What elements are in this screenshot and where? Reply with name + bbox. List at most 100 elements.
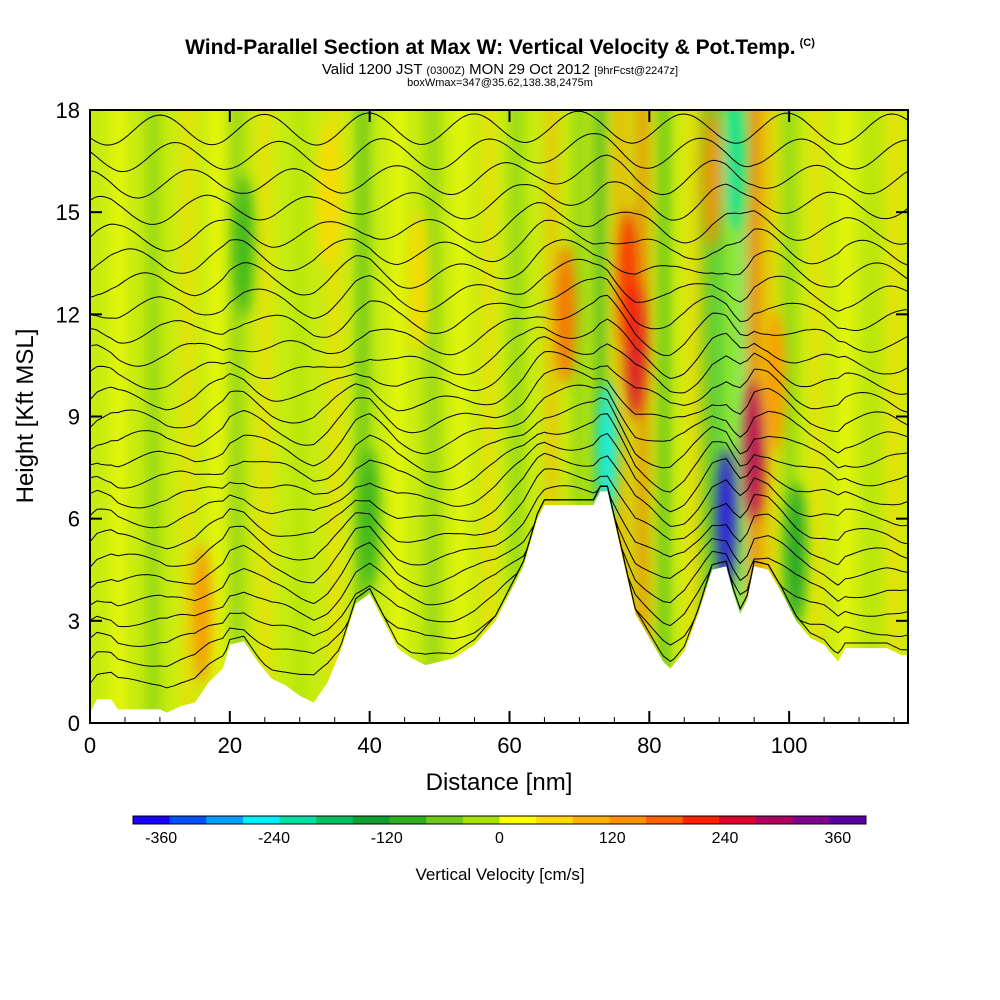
x-tick-label: 20: [218, 733, 242, 758]
copyright-mark: (C): [799, 37, 815, 49]
colorbar-swatch: [133, 816, 171, 824]
isentrope-line: [90, 219, 908, 274]
isentrope-line: [90, 384, 908, 468]
valid-date: MON 29 Oct 2012: [469, 61, 590, 78]
box-info: boxWmax=347@35.62,138.38,2475m: [407, 77, 593, 89]
colorbar-swatch: [426, 816, 464, 824]
valid-time-line: Valid 1200 JST (0300Z) MON 29 Oct 2012 […: [0, 61, 1000, 78]
colorbar-swatch: [206, 816, 244, 824]
isentrope-line: [90, 258, 908, 320]
isentrope-line: [90, 432, 908, 529]
downdraft-core: [723, 110, 744, 232]
y-tick-label: 9: [68, 405, 80, 430]
isentrope-line: [90, 202, 908, 252]
colorbar-swatch: [792, 816, 830, 824]
colorbar-swatch: [389, 816, 427, 824]
valid-prefix: Valid 1200 JST: [321, 61, 423, 78]
field-streak: [180, 110, 195, 723]
isentrope-line: [90, 485, 908, 607]
field-streak: [733, 110, 748, 723]
forecast-info: [9hrFcst@2247z]: [594, 65, 679, 77]
colorbar-swatch: [829, 816, 867, 824]
colorbar-swatch: [352, 816, 391, 824]
field-streak: [509, 110, 524, 723]
y-tick-label: 0: [68, 711, 80, 736]
x-tick-label: 40: [357, 733, 381, 758]
colorbar-swatch: [279, 816, 317, 824]
updraft-core: [191, 544, 212, 685]
isentrope-line: [90, 485, 908, 647]
colorbar-tick-label: -360: [145, 830, 177, 847]
updraft-core: [408, 210, 429, 351]
isentrope-line: [90, 276, 908, 344]
colorbar-swatch: [609, 816, 647, 824]
x-tick-label: 80: [637, 733, 661, 758]
y-tick-label: 15: [56, 200, 80, 225]
axes: 0 20 40 60 80 100 0 3 6 9 12 15 18: [56, 98, 908, 758]
field-streak: [425, 110, 440, 723]
colorbar-swatch: [572, 816, 610, 824]
updraft-core: [765, 312, 786, 453]
colorbar-tick-label: 360: [824, 830, 851, 847]
isentrope-line: [90, 350, 908, 429]
x-axis-title: Distance [nm]: [426, 769, 573, 796]
isentrope-line: [90, 154, 908, 199]
y-tick-label: 18: [56, 98, 80, 123]
y-axis-title: Height [Kft MSL]: [12, 329, 39, 504]
field-streak: [327, 110, 342, 723]
field-streak: [698, 110, 713, 723]
colorbar-swatch: [499, 816, 537, 824]
isentrope-line: [90, 133, 908, 173]
field-streak: [810, 110, 825, 723]
field-streak: [145, 110, 160, 723]
colorbar-tick-label: -120: [371, 830, 403, 847]
colorbar-title: Vertical Velocity [cm/s]: [415, 865, 584, 884]
downdraft-core: [597, 380, 618, 521]
colorbar-tick-label: 120: [599, 830, 626, 847]
field-streak: [838, 110, 853, 723]
colorbar-swatch: [646, 816, 684, 824]
downdraft-core: [786, 482, 807, 623]
chart-title-text: Wind-Parallel Section at Max W: Vertical…: [185, 36, 796, 59]
colorbar-tick-label: 240: [712, 830, 739, 847]
colorbar-swatch: [719, 816, 757, 824]
isentrope-line: [90, 239, 908, 298]
updraft-core: [555, 244, 576, 385]
isentrope-line: [90, 110, 908, 146]
field-streak: [257, 110, 272, 723]
downdraft-core: [359, 448, 380, 589]
isentrope-line: [90, 294, 908, 367]
field-streak: [292, 110, 307, 723]
updraft-core: [702, 110, 723, 249]
isentrope-line: [90, 413, 908, 509]
downdraft-core: [716, 448, 737, 589]
field-streak: [208, 110, 223, 723]
colorbar-swatch: [242, 816, 281, 824]
isentrope-lines: [90, 110, 908, 689]
plot-area: [89, 109, 909, 724]
terrain-mask: [90, 491, 908, 723]
colorbar-tick-label: -240: [258, 830, 290, 847]
y-tick-label: 6: [68, 507, 80, 532]
colorbar-swatch: [316, 816, 354, 824]
valid-zulu: (0300Z): [426, 65, 465, 77]
colorbar: -360 -240 -120 0 120 240 360: [132, 815, 867, 847]
x-tick-label: 100: [771, 733, 808, 758]
colorbar-swatch: [169, 816, 207, 824]
isentrope-line: [90, 318, 908, 390]
isentrope-line: [90, 367, 908, 450]
x-tick-label: 60: [497, 733, 521, 758]
isentrope-line: [90, 485, 908, 628]
field-streak: [684, 110, 699, 723]
colorbar-swatch: [462, 816, 500, 824]
isentrope-line: [90, 181, 908, 225]
chart-title: Wind-Parallel Section at Max W: Vertical…: [0, 36, 1000, 60]
x-tick-label: 0: [84, 733, 96, 758]
isentrope-line: [90, 336, 908, 411]
updraft-core: [317, 125, 338, 266]
colorbar-tick-label: 0: [495, 830, 504, 847]
colorbar-swatch: [682, 816, 720, 824]
isentrope-line: [90, 468, 908, 568]
colorbar-swatch: [536, 816, 574, 824]
